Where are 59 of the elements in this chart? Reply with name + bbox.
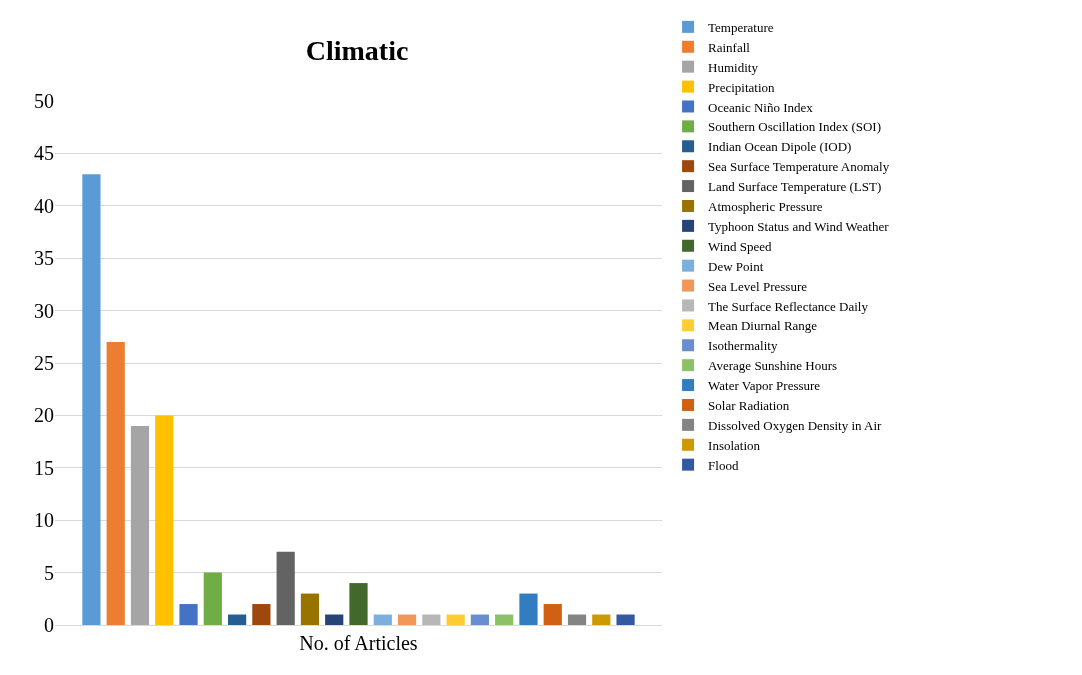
bar bbox=[446, 614, 465, 625]
y-tick-label: 30 bbox=[34, 299, 54, 322]
legend-label: Precipitation bbox=[708, 79, 775, 95]
bar bbox=[349, 583, 368, 625]
bar bbox=[397, 614, 417, 625]
bar bbox=[422, 614, 441, 625]
legend-label: Average Sunshine Hours bbox=[708, 358, 838, 374]
legend-label: Typhoon Status and Wind Weather bbox=[708, 218, 890, 234]
legend-label: Southern Oscillation Index (SOI) bbox=[708, 119, 882, 135]
bar bbox=[300, 593, 320, 625]
legend-label: Flood bbox=[708, 457, 739, 473]
legend-label: Rainfall bbox=[708, 39, 751, 55]
bar bbox=[155, 415, 174, 625]
bar bbox=[252, 604, 271, 625]
y-tick-label: 50 bbox=[34, 90, 54, 112]
bar bbox=[616, 614, 635, 625]
y-tick-label: 45 bbox=[34, 142, 54, 165]
x-tick-label: No. of Articles bbox=[299, 632, 418, 654]
bar bbox=[179, 604, 198, 625]
legend-label: Sea Level Pressure bbox=[708, 278, 808, 294]
legend-label: Sea Surface Temperature Anomaly bbox=[708, 159, 890, 175]
legend-label: Wind Speed bbox=[708, 238, 772, 254]
legend-label: Indian Ocean Dipole (IOD) bbox=[708, 139, 852, 155]
bar bbox=[106, 342, 125, 625]
legend-label: Insolation bbox=[708, 437, 761, 453]
bar bbox=[567, 614, 587, 625]
y-tick-label: 20 bbox=[34, 404, 54, 427]
y-tick-label: 5 bbox=[44, 561, 54, 584]
legend-label: Water Vapor Pressure bbox=[708, 378, 821, 394]
bar bbox=[203, 572, 222, 625]
bar bbox=[543, 604, 562, 625]
legend-label: Land Surface Temperature (LST) bbox=[708, 179, 882, 195]
legend-label: Humidity bbox=[708, 59, 759, 75]
legend-label: Temperature bbox=[708, 19, 774, 35]
bar bbox=[276, 551, 295, 625]
bar bbox=[227, 614, 247, 625]
bar bbox=[130, 425, 150, 625]
legend-label: Oceanic Niño Index bbox=[708, 99, 814, 115]
legend-label: Atmospheric Pressure bbox=[708, 199, 823, 215]
y-tick-label: 15 bbox=[34, 456, 54, 479]
bar bbox=[592, 614, 611, 625]
legend-label: The Surface Reflectance Daily bbox=[708, 298, 869, 314]
bar bbox=[325, 614, 344, 625]
y-tick-label: 40 bbox=[34, 194, 54, 217]
legend-label: Isothermality bbox=[708, 338, 778, 354]
y-tick-label: 35 bbox=[34, 247, 54, 270]
chart-title: Climatic bbox=[305, 35, 409, 67]
bar bbox=[495, 614, 514, 625]
bar bbox=[519, 593, 538, 625]
legend-label: Solar Radiation bbox=[708, 398, 790, 414]
legend-label: Dew Point bbox=[708, 258, 764, 274]
y-tick-label: 0 bbox=[44, 614, 54, 636]
legend-label: Dissolved Oxygen Density in Air bbox=[708, 417, 883, 433]
bar bbox=[373, 614, 392, 625]
bar bbox=[82, 174, 101, 625]
y-tick-label: 25 bbox=[34, 352, 54, 374]
y-tick-label: 10 bbox=[34, 509, 54, 532]
legend-label: Mean Diurnal Range bbox=[708, 318, 818, 334]
bar bbox=[470, 614, 490, 625]
